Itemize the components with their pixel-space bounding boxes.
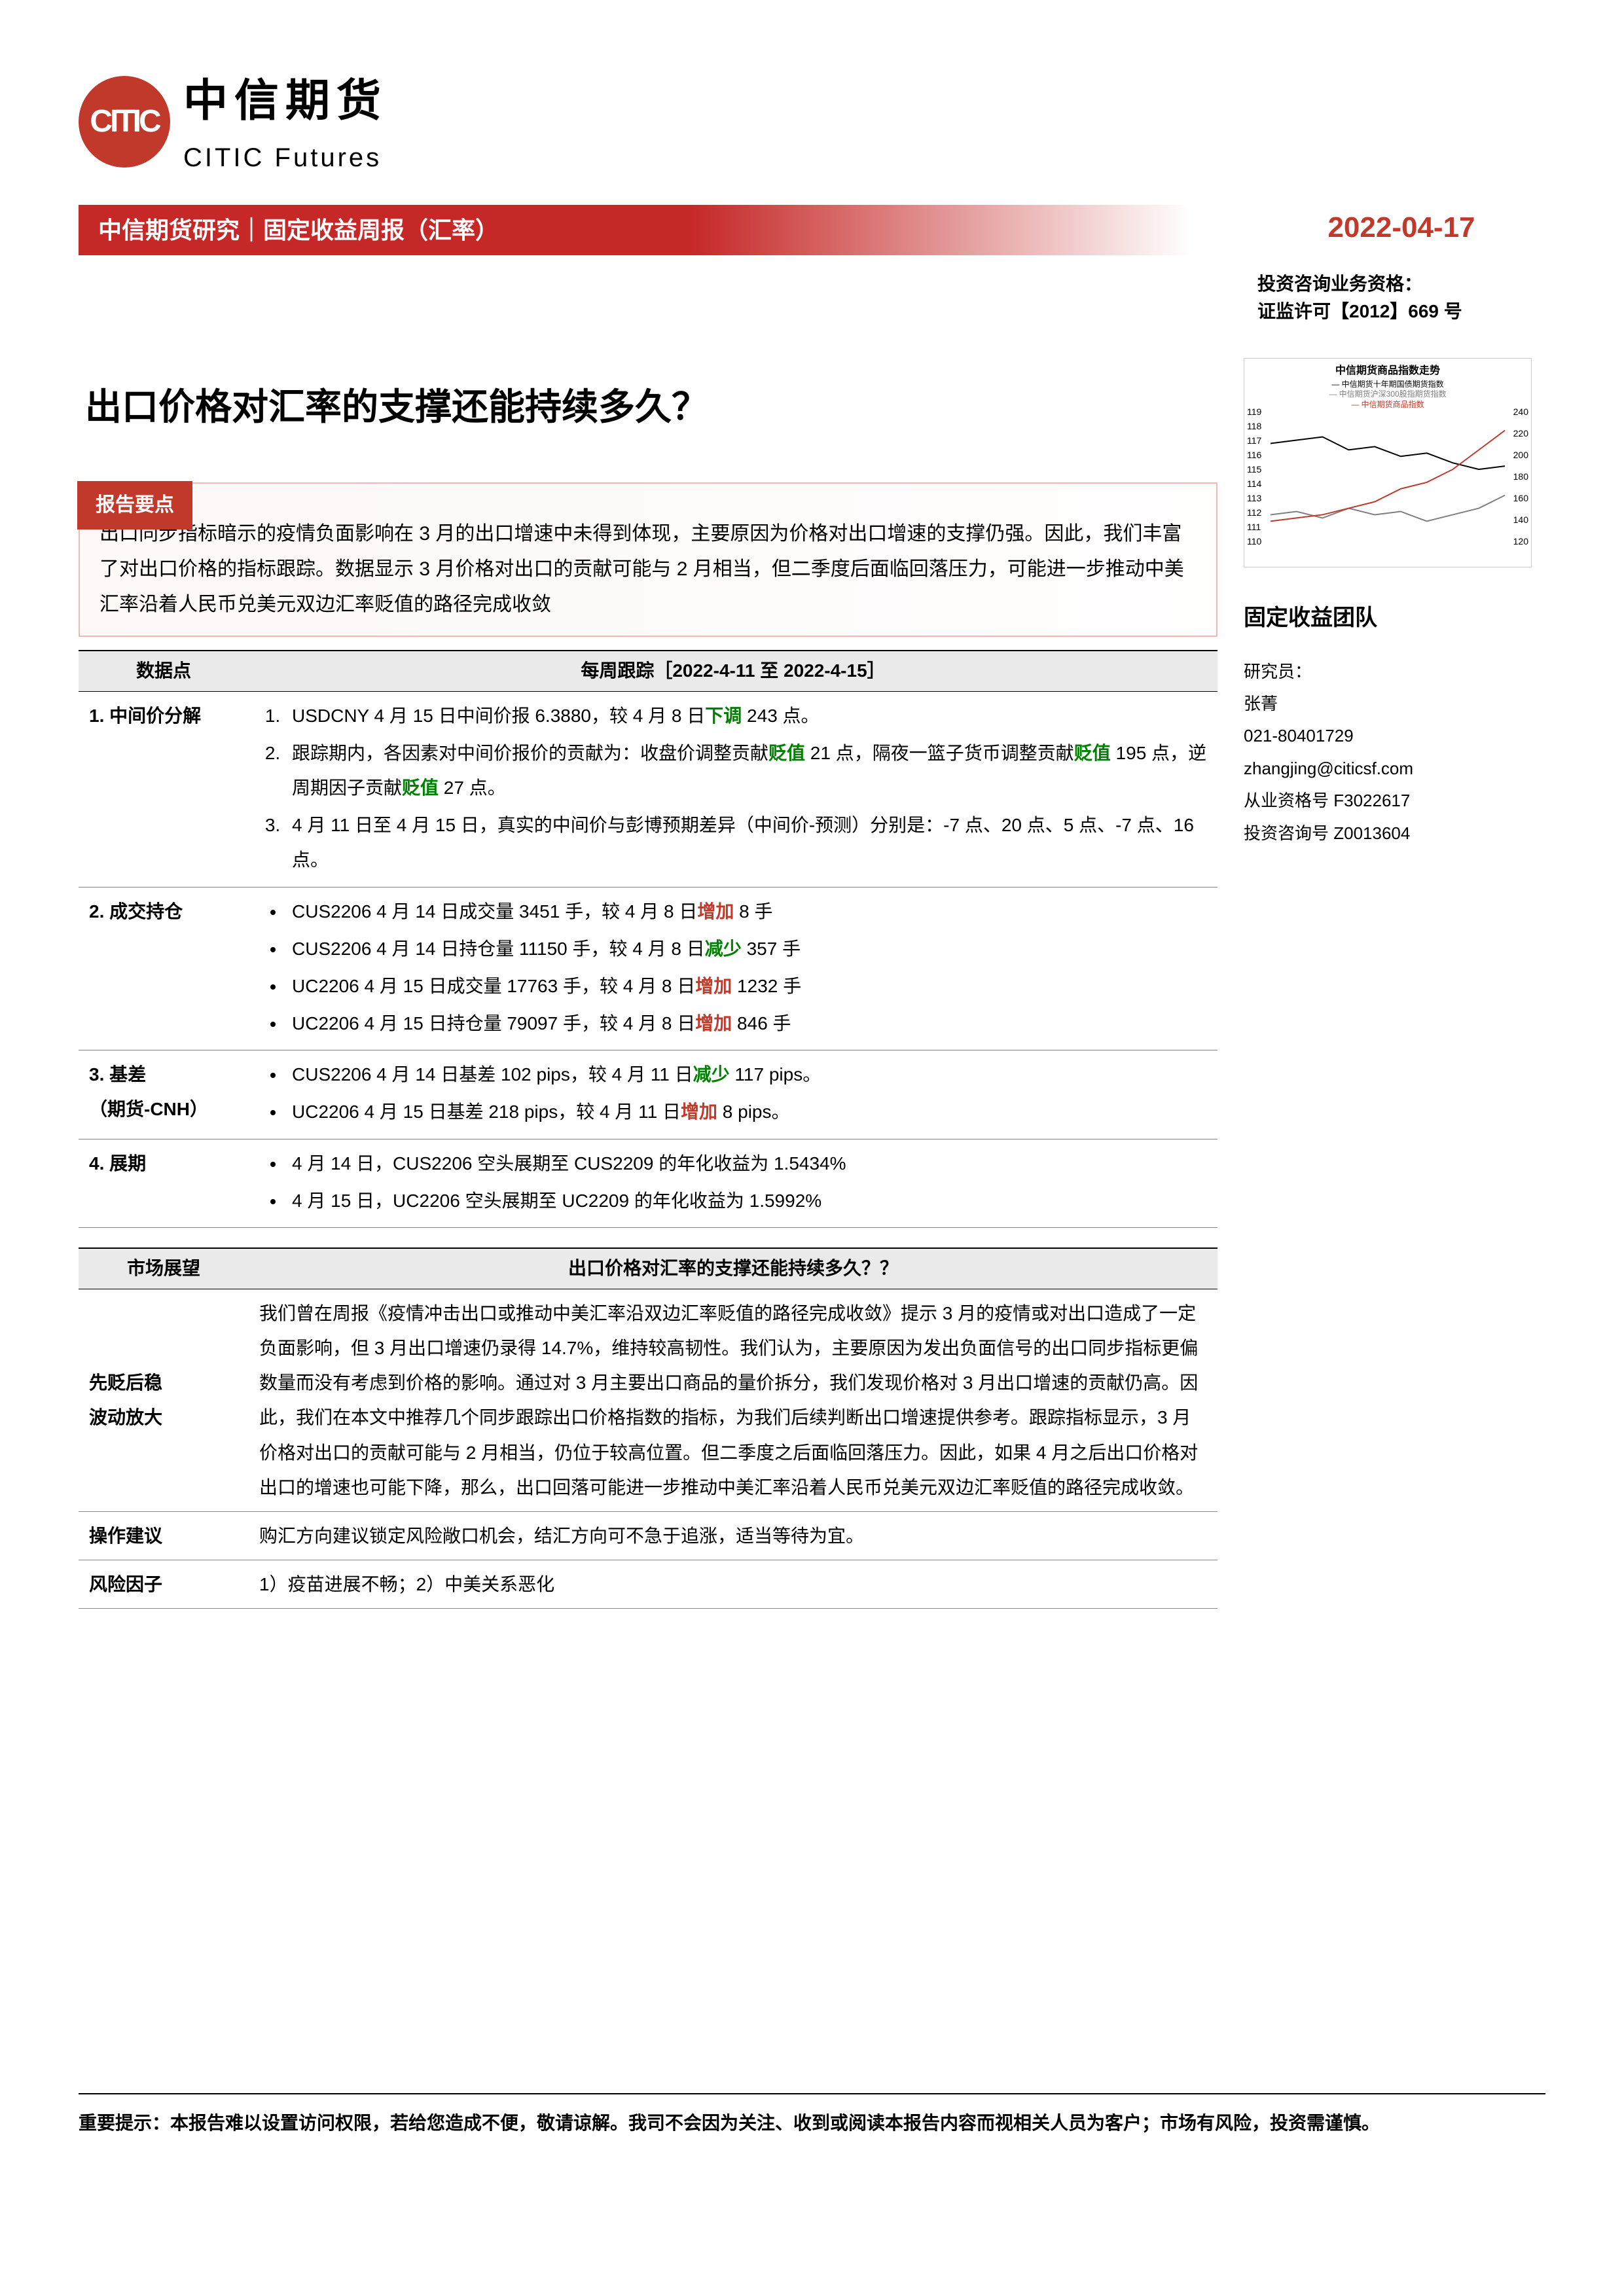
team-tel: 021-80401729 — [1244, 720, 1519, 752]
index-chart: 中信期货商品指数走势 — 中信期货十年期国债期货指数 — 中信期货沪深300股指… — [1244, 358, 1532, 567]
report-series-banner: 中信期货研究｜固定收益周报（汇率） — [79, 205, 1191, 256]
chart-title: 中信期货商品指数走势 — [1244, 359, 1531, 380]
row4-content: 4 月 14 日，CUS2206 空头展期至 CUS2209 的年化收益为 1.… — [249, 1139, 1218, 1227]
main-row: 出口价格对汇率的支撑还能持续多久？ 报告要点 出口同步指标暗示的疫情负面影响在 … — [79, 345, 1545, 1609]
list-item: 跟踪期内，各因素对中间价报价的贡献为：收盘价调整贡献贬值 21 点，隔夜一篮子货… — [285, 736, 1207, 805]
row2-label: 2. 成交持仓 — [79, 887, 249, 1050]
team-email: zhangjing@citicsf.com — [1244, 753, 1519, 785]
chart-line-commodity — [1271, 431, 1505, 522]
row3-label: 3. 基差 （期货-CNH） — [79, 1050, 249, 1139]
report-title: 出口价格对汇率的支撑还能持续多久？ — [85, 378, 1218, 437]
list-item: 4 月 14 日，CUS2206 空头展期至 CUS2209 的年化收益为 1.… — [285, 1146, 1207, 1181]
side-column: 中信期货商品指数走势 — 中信期货十年期国债期货指数 — 中信期货沪深300股指… — [1218, 345, 1519, 1609]
chart-plot-area — [1271, 404, 1505, 547]
list-item: CUS2206 4 月 14 日基差 102 pips，较 4 月 11 日减少… — [285, 1057, 1207, 1092]
y-tick-r: 180 — [1513, 469, 1528, 484]
y-tick: 118 — [1247, 419, 1261, 433]
row2-content: CUS2206 4 月 14 日成交量 3451 手，较 4 月 8 日增加 8… — [249, 887, 1218, 1050]
y-tick: 110 — [1247, 534, 1261, 548]
y-tick: 113 — [1247, 491, 1261, 505]
team-name: 张菁 — [1244, 688, 1519, 720]
logo-mark-text: CITIC — [90, 97, 158, 147]
y-tick-r: 160 — [1513, 491, 1528, 505]
legend-item: — 中信期货十年期国债期货指数 — [1244, 380, 1531, 390]
y-tick: 115 — [1247, 462, 1261, 476]
header: CITIC 中信期货 CITIC Futures — [79, 65, 1545, 179]
row1-label: 1. 中间价分解 — [79, 691, 249, 887]
highlight-body: 出口同步指标暗示的疫情负面影响在 3 月的出口增速中未得到体现，主要原因为价格对… — [99, 516, 1197, 622]
y-tick: 119 — [1247, 404, 1261, 419]
table-row: 先贬后稳 波动放大 我们曾在周报《疫情冲击出口或推动中美汇率沿双边汇率贬值的路径… — [79, 1289, 1218, 1511]
team-header: 固定收益团队 — [1244, 600, 1519, 636]
table-header-row: 数据点 每周跟踪［2022-4-11 至 2022-4-15］ — [79, 651, 1218, 691]
license-line1: 投资咨询业务资格： — [1257, 270, 1545, 298]
team-role: 研究员： — [1244, 656, 1519, 688]
y-tick: 116 — [1247, 448, 1261, 462]
y-tick-r: 200 — [1513, 448, 1528, 462]
table-row: 风险因子 1）疫苗进展不畅；2）中美关系恶化 — [79, 1560, 1218, 1609]
logo-en: CITIC Futures — [183, 137, 388, 179]
main-column: 出口价格对汇率的支撑还能持续多久？ 报告要点 出口同步指标暗示的疫情负面影响在 … — [79, 345, 1218, 1609]
table-row: 4. 展期 4 月 14 日，CUS2206 空头展期至 CUS2209 的年化… — [79, 1139, 1218, 1227]
y-tick: 111 — [1247, 520, 1261, 534]
logo-cn: 中信期货 — [183, 65, 388, 137]
th-outlook-right: 出口价格对汇率的支撑还能持续多久？？ — [249, 1248, 1218, 1289]
logo-text: 中信期货 CITIC Futures — [183, 65, 388, 179]
list-item: USDCNY 4 月 15 日中间价报 6.3880，较 4 月 8 日下调 2… — [285, 698, 1207, 733]
y-tick-r: 240 — [1513, 404, 1528, 419]
list-item: UC2206 4 月 15 日持仓量 79097 手，较 4 月 8 日增加 8… — [285, 1006, 1207, 1041]
list-item: CUS2206 4 月 14 日成交量 3451 手，较 4 月 8 日增加 8… — [285, 894, 1207, 929]
logo-mark-icon: CITIC — [79, 76, 170, 168]
highlight-box: 报告要点 出口同步指标暗示的疫情负面影响在 3 月的出口增速中未得到体现，主要原… — [79, 482, 1218, 637]
date-license-block: 2022-04-17 投资咨询业务资格： 证监许可【2012】669 号 — [1257, 205, 1545, 325]
list-item: 4 月 11 日至 4 月 15 日，真实的中间价与彭博预期差异（中间价-预测）… — [285, 808, 1207, 877]
row3-content: CUS2206 4 月 14 日基差 102 pips，较 4 月 11 日减少… — [249, 1050, 1218, 1139]
outlook-row1-label: 先贬后稳 波动放大 — [79, 1289, 249, 1511]
row1-content: USDCNY 4 月 15 日中间价报 6.3880，较 4 月 8 日下调 2… — [249, 691, 1218, 887]
table-row: 1. 中间价分解 USDCNY 4 月 15 日中间价报 6.3880，较 4 … — [79, 691, 1218, 887]
outlook-row1-body: 我们曾在周报《疫情冲击出口或推动中美汇率沿双边汇率贬值的路径完成收敛》提示 3 … — [249, 1289, 1218, 1511]
chart-line-bond — [1271, 437, 1505, 470]
list-item: UC2206 4 月 15 日基差 218 pips，较 4 月 11 日增加 … — [285, 1094, 1207, 1129]
outlook-row2-label: 操作建议 — [79, 1511, 249, 1560]
list-item: UC2206 4 月 15 日成交量 17763 手，较 4 月 8 日增加 1… — [285, 969, 1207, 1003]
y-tick: 112 — [1247, 505, 1261, 520]
legend-item: — 中信期货沪深300股指期货指数 — [1244, 389, 1531, 400]
outlook-row2-body: 购汇方向建议锁定风险敞口机会，结汇方向可不急于追涨，适当等待为宜。 — [249, 1511, 1218, 1560]
license-line2: 证监许可【2012】669 号 — [1257, 298, 1545, 325]
row4-label: 4. 展期 — [79, 1139, 249, 1227]
tracking-table: 数据点 每周跟踪［2022-4-11 至 2022-4-15］ 1. 中间价分解… — [79, 650, 1218, 1228]
outlook-row3-body: 1）疫苗进展不畅；2）中美关系恶化 — [249, 1560, 1218, 1609]
th-outlook-left: 市场展望 — [79, 1248, 249, 1289]
table-row: 3. 基差 （期货-CNH） CUS2206 4 月 14 日基差 102 pi… — [79, 1050, 1218, 1139]
list-item: CUS2206 4 月 14 日持仓量 11150 手，较 4 月 8 日减少 … — [285, 931, 1207, 966]
highlight-tab: 报告要点 — [77, 481, 192, 529]
report-date: 2022-04-17 — [1257, 205, 1545, 251]
team-info: 研究员： 张菁 021-80401729 zhangjing@citicsf.c… — [1244, 656, 1519, 850]
table-row: 操作建议 购汇方向建议锁定风险敞口机会，结汇方向可不急于追涨，适当等待为宜。 — [79, 1511, 1218, 1560]
banner-row: 中信期货研究｜固定收益周报（汇率） 2022-04-17 投资咨询业务资格： 证… — [79, 205, 1545, 325]
th-tracking: 每周跟踪［2022-4-11 至 2022-4-15］ — [249, 651, 1218, 691]
table-header-row: 市场展望 出口价格对汇率的支撑还能持续多久？？ — [79, 1248, 1218, 1289]
outlook-table: 市场展望 出口价格对汇率的支撑还能持续多久？？ 先贬后稳 波动放大 我们曾在周报… — [79, 1247, 1218, 1609]
chart-svg — [1271, 404, 1505, 547]
team-cert2: 投资咨询号 Z0013604 — [1244, 817, 1519, 850]
y-tick-r: 120 — [1513, 534, 1528, 548]
th-datapoint: 数据点 — [79, 651, 249, 691]
y-tick: 117 — [1247, 433, 1261, 448]
logo-block: CITIC 中信期货 CITIC Futures — [79, 65, 388, 179]
license-info: 投资咨询业务资格： 证监许可【2012】669 号 — [1257, 270, 1545, 325]
table-row: 2. 成交持仓 CUS2206 4 月 14 日成交量 3451 手，较 4 月… — [79, 887, 1218, 1050]
y-tick-r: 220 — [1513, 426, 1528, 440]
y-tick-r: 140 — [1513, 512, 1528, 527]
footer-disclaimer: 重要提示：本报告难以设置访问权限，若给您造成不便，敬请谅解。我司不会因为关注、收… — [79, 2093, 1545, 2139]
team-cert1: 从业资格号 F3022617 — [1244, 785, 1519, 817]
y-tick: 114 — [1247, 476, 1261, 491]
list-item: 4 月 15 日，UC2206 空头展期至 UC2209 的年化收益为 1.59… — [285, 1183, 1207, 1218]
outlook-row3-label: 风险因子 — [79, 1560, 249, 1609]
